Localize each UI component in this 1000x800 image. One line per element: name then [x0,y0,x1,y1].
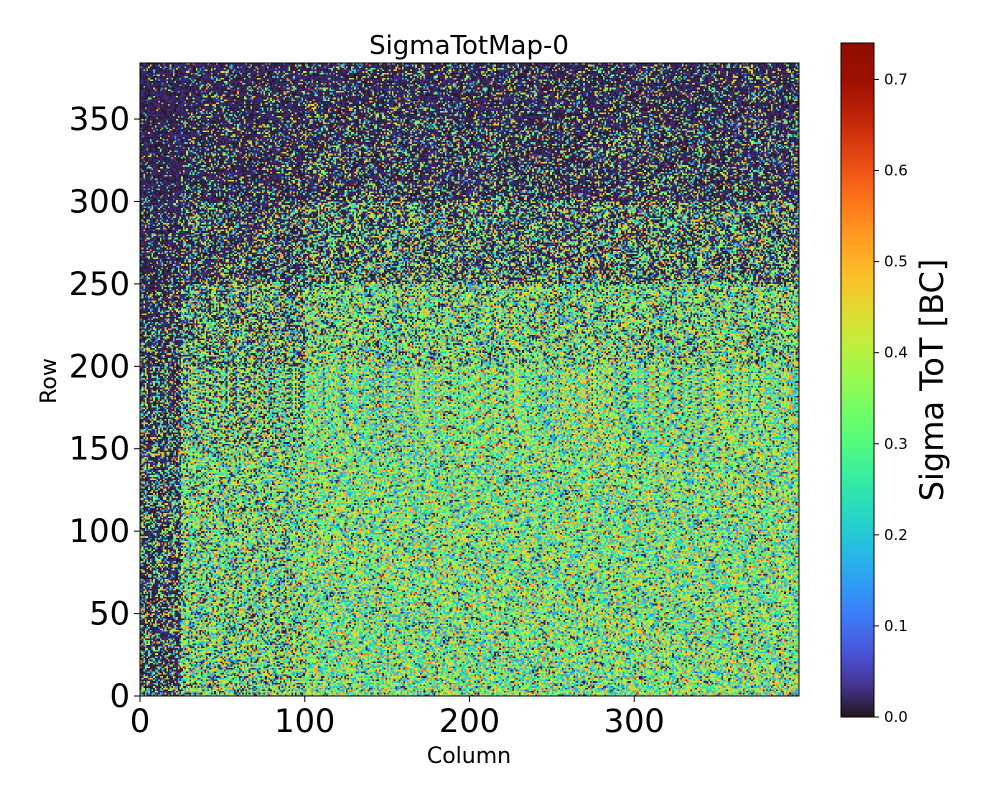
y-tick-label: 300 [69,182,130,220]
x-axis-label: Column [427,744,511,769]
x-tick-label: 200 [439,702,500,740]
y-tick-label: 150 [69,430,130,468]
y-tick-label: 350 [69,100,130,138]
y-tick-label: 100 [69,512,130,550]
colorbar: 0.0 0.1 0.2 0.3 0.4 0.5 0.6 0.7 Sigma ToT [BC] [840,42,951,726]
x-tick-label: 100 [274,702,335,740]
colorbar-ticks: 0.0 0.1 0.2 0.3 0.4 0.5 0.6 0.7 [874,70,908,726]
heatmap-image [140,63,799,696]
colorbar-tick-label: 0.4 [884,344,908,362]
colorbar-tick-label: 0.0 [884,708,908,726]
colorbar-gradient [840,42,875,718]
colorbar-tick-label: 0.7 [884,70,908,88]
colorbar-tick-label: 0.1 [884,617,908,635]
y-tick-label: 0 [110,677,130,715]
chart-title: SigmaTotMap-0 [369,31,569,61]
colorbar-tick-label: 0.6 [884,162,908,180]
x-tick-label: 300 [604,702,665,740]
y-tick-label: 50 [89,595,130,633]
colorbar-tick-label: 0.3 [884,435,908,453]
y-axis-ticks: 0 50 100 150 200 250 300 350 [69,100,140,715]
colorbar-tick-label: 0.5 [884,253,908,271]
x-tick-label: 0 [130,702,150,740]
y-tick-label: 200 [69,347,130,385]
heatmap-area [139,62,800,697]
y-tick-label: 250 [69,265,130,303]
x-axis-ticks: 0 100 200 300 [130,696,665,740]
y-axis-label: Row [37,358,62,404]
colorbar-label: Sigma ToT [BC] [913,259,951,502]
colorbar-tick-label: 0.2 [884,526,908,544]
